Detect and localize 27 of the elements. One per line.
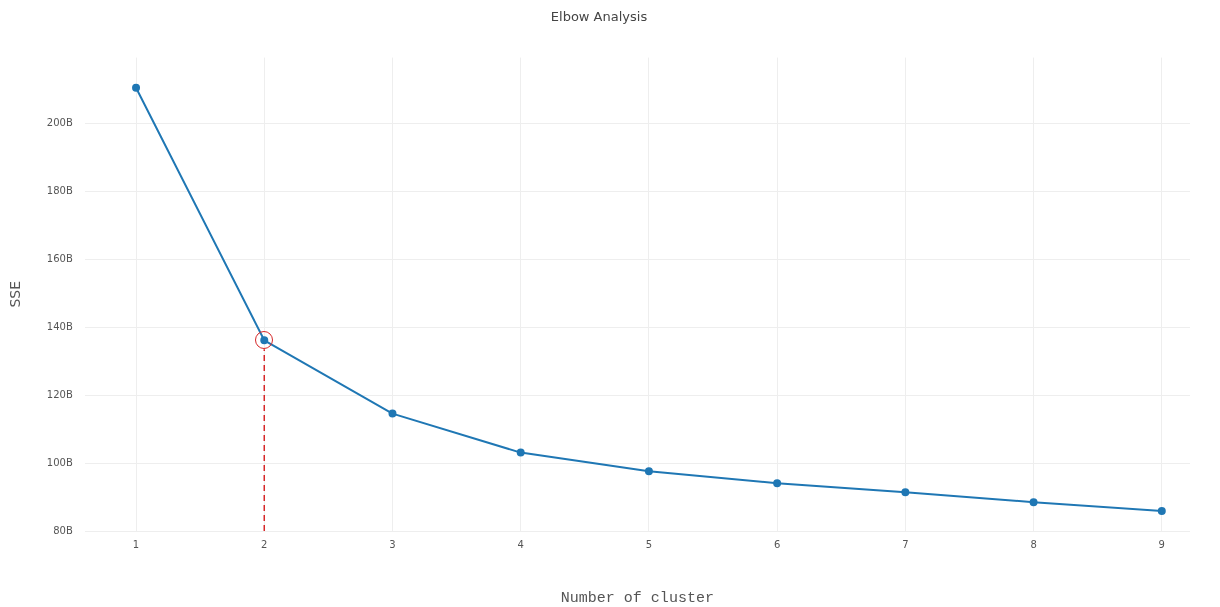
y-tick-label: 100B — [46, 456, 73, 468]
x-tick-label: 1 — [132, 538, 140, 550]
point — [388, 409, 397, 418]
x-tick-label: 2 — [261, 538, 268, 550]
x-axis-title: Number of cluster — [560, 589, 714, 607]
point — [1157, 506, 1166, 515]
y-tick-label: 160B — [46, 253, 73, 265]
x-tick-label: 8 — [1030, 538, 1037, 550]
x-tick-label: 3 — [389, 538, 396, 550]
point — [901, 488, 910, 497]
point — [773, 479, 782, 488]
y-tick-label: 120B — [46, 388, 73, 400]
point — [516, 448, 525, 457]
point — [644, 467, 653, 476]
x-tick-label: 7 — [902, 538, 909, 550]
y-axis-title: SSE — [7, 280, 24, 308]
point — [1029, 498, 1038, 507]
y-tick-label: 180B — [46, 185, 73, 197]
chart-title: Elbow Analysis — [550, 9, 648, 25]
x-tick-label: 4 — [517, 538, 524, 550]
y-tick-label: 80B — [53, 524, 73, 536]
x-tick-label: 9 — [1158, 538, 1165, 550]
y-tick-label: 200B — [46, 117, 73, 129]
x-tick-label: 6 — [773, 538, 781, 550]
point — [132, 83, 141, 92]
y-tick-label: 140B — [46, 320, 73, 332]
x-tick-label: 5 — [645, 538, 653, 550]
